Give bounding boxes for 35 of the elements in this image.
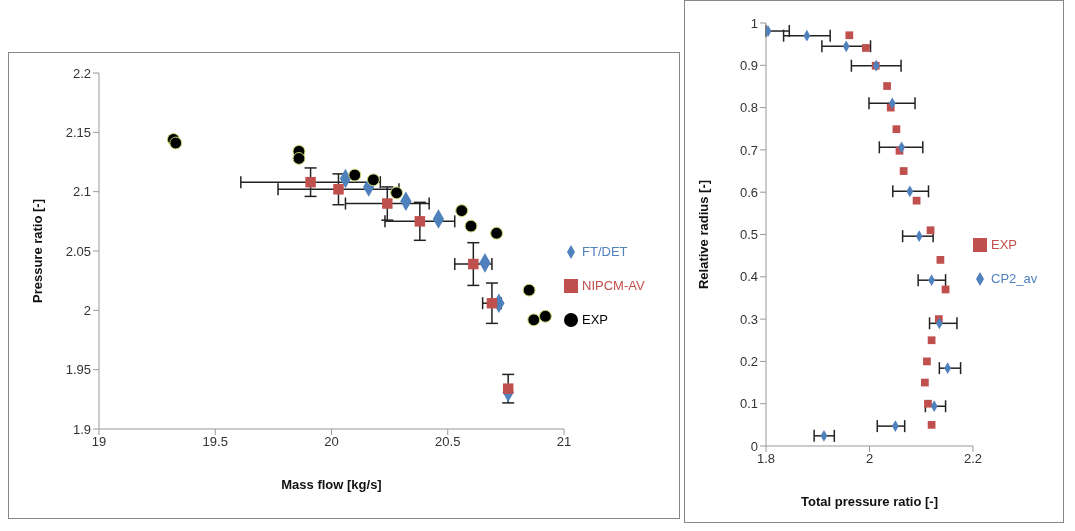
y-tick-label: 1.95 [65, 362, 91, 378]
y-tick-label: 2.15 [65, 124, 91, 140]
x-axis-title: Mass flow [kg/s] [281, 477, 382, 492]
y-tick-label: 2.2 [72, 65, 91, 81]
y-tick-label: 0.3 [739, 311, 758, 327]
y-tick-label: 0.1 [739, 396, 758, 412]
legend-label: CP2_av [991, 270, 1038, 286]
y-tick-label: 2 [83, 302, 91, 318]
y-tick-label: 0.6 [739, 184, 758, 200]
x-tick-label: 2.2 [963, 451, 983, 467]
x-tick-label: 19 [91, 434, 107, 450]
y-tick-label: 1 [750, 15, 758, 31]
x-tick-label: 20 [324, 434, 339, 450]
y-tick-label: 1.9 [72, 421, 91, 437]
y-tick-label: 0.5 [739, 227, 758, 243]
x-tick-label: 21 [556, 434, 572, 450]
y-axis-title: Pressure ratio [-] [29, 198, 45, 304]
y-tick-label: 0.7 [739, 142, 758, 158]
x-tick-label: 2 [865, 451, 874, 467]
x-tick-label: 19.5 [202, 434, 228, 450]
legend-label: NIPCM-AV [582, 277, 645, 293]
legend-label: FT/DET [582, 243, 628, 259]
y-tick-label: 0.9 [739, 57, 758, 73]
y-tick-label: 2.05 [65, 243, 91, 259]
y-axis-title: Relative radius [-] [695, 179, 711, 290]
x-tick-label: 1.8 [756, 451, 776, 467]
y-tick-label: 0 [750, 438, 758, 454]
y-tick-label: 0.8 [739, 100, 758, 116]
legend-label: EXP [582, 311, 609, 327]
x-tick-label: 20.5 [435, 434, 461, 450]
legend-label: EXP [991, 236, 1018, 252]
x-axis-title: Total pressure ratio [-] [800, 494, 939, 509]
y-tick-label: 0.2 [739, 354, 758, 370]
y-tick-label: 2.1 [72, 184, 91, 200]
y-tick-label: 0.4 [739, 269, 758, 285]
